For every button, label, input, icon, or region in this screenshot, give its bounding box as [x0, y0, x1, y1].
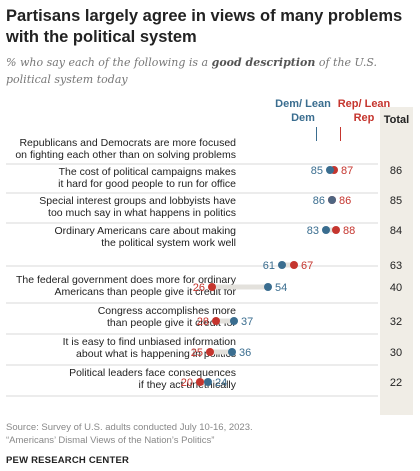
dem-dot — [328, 196, 336, 204]
row-label-line: The cost of political campaigns makes — [59, 166, 236, 178]
dem-value-label: 24 — [215, 377, 227, 389]
chart-title: Partisans largely agree in views of many… — [6, 7, 403, 46]
row-label: It is easy to find unbiased information a… — [63, 336, 237, 360]
rep-dot — [290, 261, 298, 269]
row-label-line: Americans than people give it credit for — [54, 286, 236, 298]
legend-rep-pointer — [340, 127, 341, 141]
dem-dot — [326, 166, 334, 174]
row-label-line: too much say in what happens in politics — [48, 207, 236, 219]
total-value: 86 — [390, 165, 402, 177]
row-label: Ordinary Americans care about making the … — [55, 225, 237, 249]
subtitle-emphasis: good description — [211, 56, 316, 69]
rep-dot — [212, 317, 220, 325]
chart-subtitle: % who say each of the following is a goo… — [6, 54, 406, 88]
subtitle-suffix: of the U.S. political system today — [6, 56, 377, 86]
total-value: 85 — [390, 195, 402, 207]
rep-value-label: 28 — [197, 316, 209, 328]
row-label: Political leaders face consequences if th… — [69, 367, 237, 391]
rep-dot — [206, 348, 214, 356]
rep-value-label: 25 — [191, 347, 203, 359]
row-label: Republicans and Democrats are more focus… — [15, 137, 236, 161]
row-label-line: The federal government does more for ord… — [16, 274, 237, 286]
total-value: 22 — [390, 377, 402, 389]
rep-value-label: 67 — [301, 260, 313, 272]
source-line: Source: Survey of U.S. adults conducted … — [6, 422, 253, 433]
row-label-line: It is easy to find unbiased information — [63, 336, 237, 348]
dem-dot — [228, 348, 236, 356]
rep-value-label: 86 — [339, 195, 351, 207]
total-value: 84 — [390, 225, 402, 237]
dem-value-label: 61 — [263, 260, 275, 272]
dem-dot — [204, 378, 212, 386]
rep-value-label: 26 — [193, 282, 205, 294]
dem-value-label: 85 — [311, 165, 323, 177]
rep-dot — [208, 283, 216, 291]
dem-dot — [264, 283, 272, 291]
dem-value-label: 83 — [307, 225, 319, 237]
total-column-header: Total — [383, 114, 410, 126]
source-note: Source: Survey of U.S. adults conducted … — [6, 421, 253, 447]
rep-value-label: 88 — [343, 225, 355, 237]
dem-dot — [322, 226, 330, 234]
row-label: Special interest groups and lobbyists ha… — [39, 195, 236, 219]
dem-dot — [278, 261, 286, 269]
dem-value-label: 37 — [241, 316, 253, 328]
rep-value-label: 87 — [341, 165, 353, 177]
row-label-line: Political leaders face consequences — [69, 367, 236, 379]
rep-value-label: 20 — [181, 377, 193, 389]
brand-logo-text: PEW RESEARCH CENTER — [6, 455, 130, 466]
row-label-line: on fighting each other than on solving p… — [15, 149, 236, 161]
legend-dem-pointer — [316, 127, 317, 141]
row-label-line: Congress accomplishes more — [98, 305, 236, 317]
dem-value-label: 86 — [313, 195, 325, 207]
rep-dot — [196, 378, 204, 386]
row-label-line: Ordinary Americans care about making — [55, 225, 237, 237]
dem-value-label: 36 — [239, 347, 251, 359]
total-value: 63 — [390, 260, 402, 272]
subtitle-prefix: % who say each of the following is a — [6, 56, 212, 69]
total-value: 32 — [390, 316, 402, 328]
row-label: The cost of political campaigns makes it … — [58, 166, 236, 190]
row-label-line: Republicans and Democrats are more focus… — [19, 137, 236, 149]
legend-rep: Rep/ Lean Rep — [337, 98, 391, 124]
row-label-line: than people give it credit for — [107, 317, 236, 329]
rep-dot — [332, 226, 340, 234]
row-label-line: Special interest groups and lobbyists ha… — [39, 195, 236, 207]
dem-value-label: 54 — [275, 282, 287, 294]
row-label-line: if they act unethically — [139, 379, 237, 391]
row-label-line: the political system work well — [101, 237, 236, 249]
total-column-background — [380, 107, 413, 415]
row-label-line: about what is happening in politics — [76, 348, 236, 360]
row-label: Congress accomplishes more than people gi… — [98, 305, 237, 329]
row-label: The federal government does more for ord… — [16, 274, 237, 298]
report-line: “Americans’ Dismal Views of the Nation’s… — [6, 435, 215, 446]
dem-dot — [230, 317, 238, 325]
total-value: 30 — [390, 347, 402, 359]
legend-dem: Dem/ Lean Dem — [275, 98, 331, 124]
total-value: 40 — [390, 282, 402, 294]
row-label-line: it hard for good people to run for offic… — [58, 178, 236, 190]
